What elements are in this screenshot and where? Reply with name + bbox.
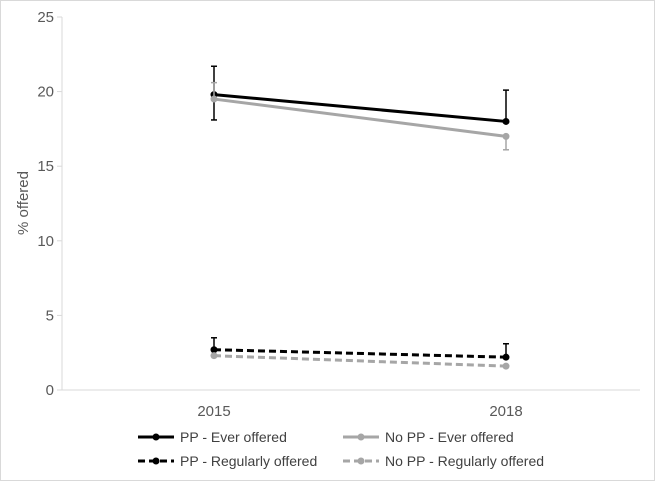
- data-point: [502, 362, 510, 370]
- legend-item: No PP - Ever offered: [343, 429, 514, 445]
- legend-item: PP - Ever offered: [138, 429, 287, 445]
- legend-label: PP - Ever offered: [180, 429, 287, 445]
- y-tick-label: 25: [37, 9, 54, 26]
- y-axis-label: % offered: [15, 171, 32, 235]
- y-tick-label: 10: [37, 233, 54, 250]
- series-1: [210, 65, 510, 125]
- series-2: [210, 81, 510, 151]
- legend-marker: [357, 433, 365, 441]
- legend: PP - Ever offered No PP - Ever offered PP …: [138, 429, 544, 469]
- legend-item: PP - Regularly offered: [138, 453, 317, 469]
- x-tick-label: 2015: [197, 403, 230, 420]
- data-point: [502, 117, 510, 125]
- data-point: [210, 352, 218, 360]
- legend-marker: [152, 457, 160, 465]
- x-tick-label: 2018: [489, 403, 522, 420]
- series-4: [210, 352, 510, 370]
- x-axis-ticks: 2015 2018: [197, 403, 522, 420]
- legend-label: No PP - Ever offered: [385, 429, 514, 445]
- legend-item: No PP - Regularly offered: [343, 453, 544, 469]
- series-line: [213, 354, 507, 368]
- y-tick-label: 0: [46, 382, 54, 399]
- legend-marker: [152, 433, 160, 441]
- y-tick-label: 5: [46, 307, 54, 324]
- y-axis-ticks: 0 5 10 15 20 25: [37, 9, 62, 399]
- data-point: [502, 353, 510, 361]
- series-line: [213, 348, 507, 359]
- y-tick-label: 20: [37, 84, 54, 101]
- data-point: [210, 95, 218, 103]
- legend-label: PP - Regularly offered: [180, 453, 317, 469]
- legend-label: No PP - Regularly offered: [385, 453, 544, 469]
- plot-area: [210, 65, 510, 370]
- series-line: [213, 97, 507, 138]
- series-line: [213, 93, 507, 123]
- data-point: [502, 132, 510, 140]
- data-point: [210, 346, 218, 354]
- y-tick-label: 15: [37, 158, 54, 175]
- series-3: [210, 337, 510, 361]
- legend-marker: [357, 457, 365, 465]
